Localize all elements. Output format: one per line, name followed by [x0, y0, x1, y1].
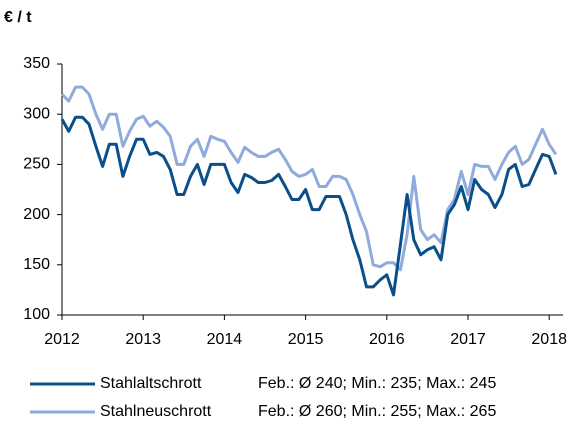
x-tick-label: 2014: [207, 331, 243, 348]
unit-label: € / t: [4, 9, 32, 26]
y-tick-label: 350: [23, 55, 50, 72]
x-tick-label: 2017: [450, 331, 486, 348]
x-tick-label: 2015: [288, 331, 324, 348]
y-tick-label: 150: [23, 256, 50, 273]
series-line: [60, 85, 558, 272]
legend-note: Feb.: Ø 240; Min.: 235; Max.: 245: [258, 375, 496, 392]
x-tick-label: 2016: [369, 331, 405, 348]
y-tick-label: 100: [23, 306, 50, 323]
series-line: [60, 115, 558, 297]
y-tick-label: 200: [23, 206, 50, 223]
legend-label: Stahlaltschrott: [100, 375, 202, 392]
x-tick-label: 2018: [531, 331, 567, 348]
y-tick-label: 250: [23, 156, 50, 173]
x-tick-label: 2013: [125, 331, 161, 348]
x-tick-label: 2012: [44, 331, 80, 348]
y-tick-label: 300: [23, 105, 50, 122]
legend-label: Stahlneuschrott: [100, 403, 212, 420]
legend-note: Feb.: Ø 260; Min.: 255; Max.: 265: [258, 403, 496, 420]
